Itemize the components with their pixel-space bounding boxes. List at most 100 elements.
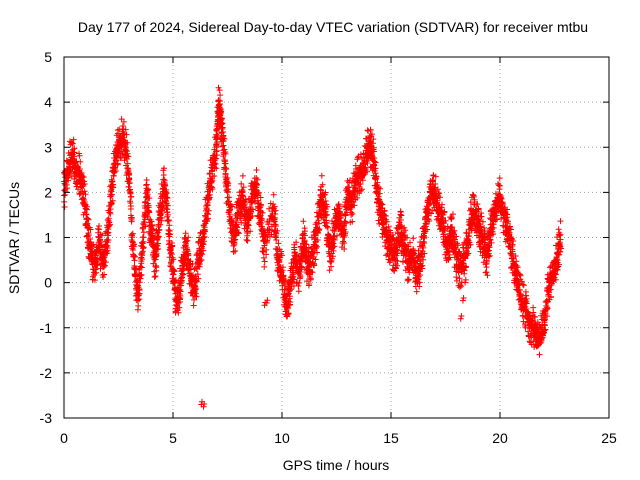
data-point [81, 188, 88, 195]
data-point [94, 259, 101, 266]
data-point [112, 168, 119, 175]
data-point [122, 126, 129, 133]
data-point [231, 240, 238, 247]
data-point [342, 228, 349, 235]
data-point [272, 222, 279, 229]
data-point [151, 274, 158, 281]
data-point [149, 222, 156, 229]
data-point [159, 198, 166, 205]
x-tick-label: 10 [274, 430, 290, 446]
data-point [291, 276, 298, 283]
data-point [165, 216, 172, 223]
data-point [137, 263, 144, 270]
data-point [334, 232, 341, 239]
data-point [109, 197, 116, 204]
data-point [170, 256, 177, 263]
data-point [122, 147, 129, 154]
data-point [204, 202, 211, 209]
data-point [301, 232, 308, 239]
data-point [138, 271, 145, 278]
data-point [124, 150, 131, 157]
data-point [239, 172, 246, 179]
data-point [108, 200, 115, 207]
data-point [69, 140, 76, 147]
data-point [193, 293, 200, 300]
data-point [213, 140, 220, 147]
data-point [106, 209, 113, 216]
x-tick-label: 15 [383, 430, 399, 446]
data-point [120, 118, 127, 125]
data-point [64, 185, 71, 192]
data-point [149, 232, 155, 239]
data-point [229, 203, 236, 210]
data-point [221, 135, 228, 142]
data-point [95, 222, 102, 229]
data-point [182, 230, 189, 237]
data-point [240, 184, 247, 191]
data-point [187, 266, 194, 273]
data-point [259, 225, 266, 232]
data-point [318, 172, 325, 179]
data-point [104, 244, 111, 251]
data-point [179, 265, 186, 272]
data-point [136, 296, 143, 303]
data-point [164, 211, 171, 218]
data-point [220, 142, 227, 149]
data-point [159, 207, 166, 214]
data-point [171, 268, 178, 275]
data-point [200, 247, 207, 254]
data-point [290, 270, 297, 277]
data-point [219, 124, 226, 131]
data-point [235, 230, 242, 237]
data-point [161, 177, 168, 184]
data-point [222, 165, 229, 172]
data-point [330, 240, 337, 247]
data-point [164, 208, 171, 215]
data-point [84, 220, 91, 227]
data-point [324, 224, 331, 231]
data-point [313, 243, 320, 250]
data-point [232, 248, 239, 255]
y-tick-label: 1 [44, 230, 52, 246]
data-point [238, 219, 245, 226]
data-point [109, 178, 116, 185]
data-point [244, 237, 251, 244]
data-point [217, 108, 224, 115]
data-point [302, 249, 309, 256]
data-point [169, 251, 176, 258]
data-point [342, 219, 349, 226]
data-point [153, 250, 160, 257]
y-tick-label: 5 [44, 49, 52, 65]
data-point [275, 240, 282, 247]
data-point [184, 237, 191, 244]
data-point [280, 276, 287, 283]
data-point [145, 186, 152, 193]
data-point [89, 242, 96, 249]
x-tick-label: 20 [492, 430, 508, 446]
data-point [331, 243, 338, 250]
y-tick-label: 4 [44, 94, 52, 110]
data-point [224, 175, 231, 182]
data-point [108, 178, 115, 185]
data-point [279, 264, 286, 271]
data-point [254, 176, 261, 183]
data-point [92, 252, 99, 259]
data-point [260, 254, 267, 261]
data-point [305, 244, 312, 251]
data-point [155, 234, 162, 241]
data-point [100, 263, 107, 270]
data-point [127, 200, 134, 207]
data-point [282, 286, 289, 293]
data-point [260, 248, 267, 255]
data-point [264, 237, 271, 244]
data-point [247, 228, 254, 235]
x-tick-label: 5 [169, 430, 177, 446]
data-point [270, 191, 277, 198]
data-point [341, 239, 348, 246]
data-point [311, 261, 318, 268]
data-point [282, 297, 289, 304]
data-point [83, 203, 90, 210]
data-point [268, 231, 275, 238]
data-point [286, 293, 293, 300]
